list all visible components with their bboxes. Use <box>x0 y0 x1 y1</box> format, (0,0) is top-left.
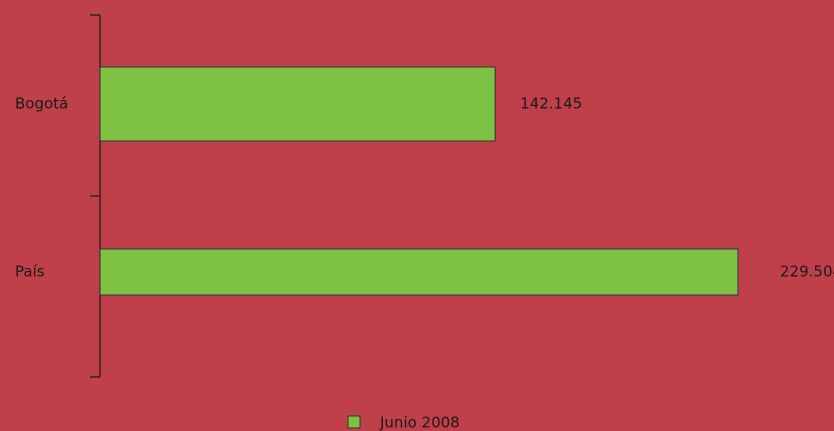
bar <box>99 248 739 296</box>
bar <box>99 66 496 142</box>
legend-swatch <box>347 415 361 429</box>
legend-label: Junio 2008 <box>379 414 460 431</box>
category-label: Bogotá <box>15 95 68 113</box>
category-label: País <box>15 263 45 281</box>
value-label: 229.504 <box>780 263 834 281</box>
value-label: 142.145 <box>520 95 582 113</box>
